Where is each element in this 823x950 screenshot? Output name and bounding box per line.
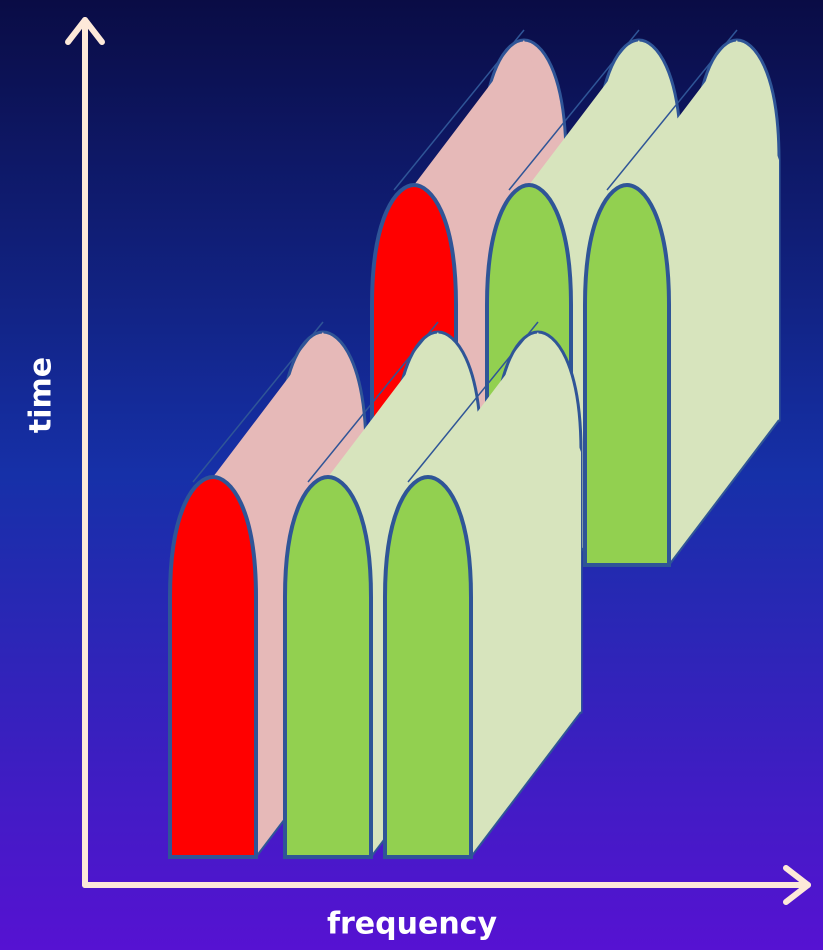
- block-front: [285, 477, 371, 857]
- block-front: [385, 477, 471, 857]
- block-front: [585, 185, 669, 565]
- block-front: [170, 477, 256, 857]
- page: time frequency (() => { const data = JSO…: [0, 0, 823, 950]
- x-axis-label: frequency: [327, 907, 498, 942]
- y-axis-label: time: [24, 357, 59, 433]
- diagram: time frequency: [0, 0, 823, 950]
